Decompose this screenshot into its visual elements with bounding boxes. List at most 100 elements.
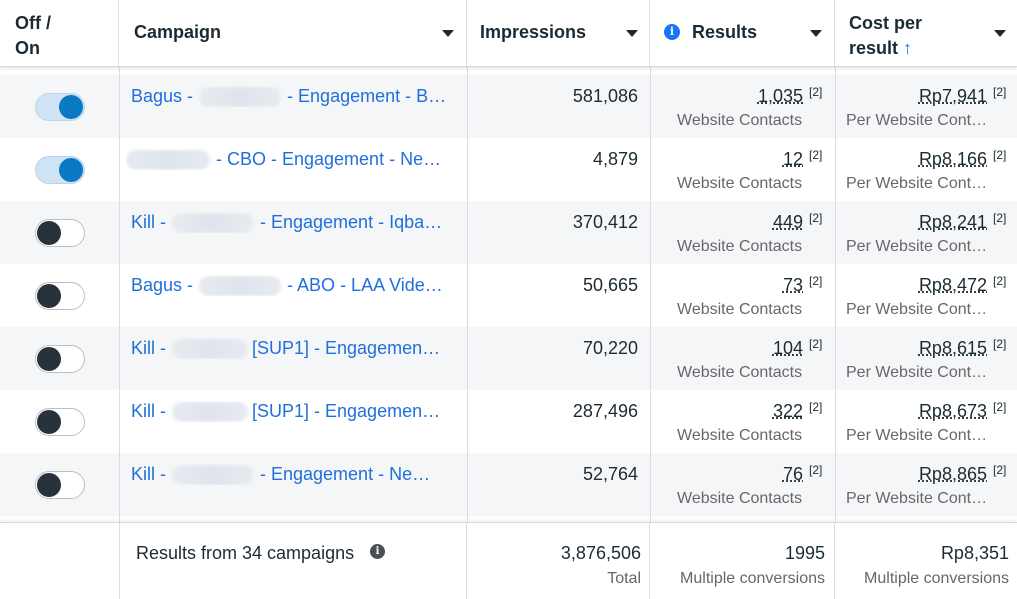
cost-footnote: [2] [993,400,1007,414]
table-row: Kill - [SUP1] - Engagemen… 287,496 322 [2… [0,390,1017,453]
cost-footnote: [2] [993,211,1007,225]
toggle-knob [59,95,83,119]
toggle-knob [37,410,61,434]
sort-ascending-icon[interactable]: ↑ [903,38,913,58]
campaign-name-link[interactable]: - CBO - Engagement - Ne… [126,149,446,171]
campaign-name-link[interactable]: Kill - - Engagement - Ne… [131,464,451,486]
campaign-toggle[interactable] [35,219,85,247]
summary-impressions-value: 3,876,506 [560,543,641,563]
chevron-down-icon[interactable] [810,30,822,37]
results-type-label: Website Contacts [677,490,803,507]
chevron-down-icon[interactable] [442,30,454,37]
results-value[interactable]: 104 [772,338,803,358]
campaign-name-prefix: Kill - [131,338,166,358]
column-header-impressions[interactable]: Impressions [467,0,650,66]
cost-footnote: [2] [993,463,1007,477]
impressions-value: 581,086 [572,86,638,106]
results-footnote: [2] [809,463,823,477]
campaign-toggle[interactable] [35,408,85,436]
toggle-knob [37,221,61,245]
cost-per-result-value[interactable]: Rp8,615 [918,338,987,358]
cost-footnote: [2] [993,85,1007,99]
results-value[interactable]: 322 [772,401,803,421]
results-value[interactable]: 76 [782,464,803,484]
results-value[interactable]: 73 [782,275,803,295]
results-footnote: [2] [809,400,823,414]
impressions-value: 50,665 [582,275,638,295]
toggle-knob [59,158,83,182]
impressions-value: 4,879 [592,149,638,169]
campaign-name-prefix: Kill - [131,212,166,232]
campaign-name-link[interactable]: Bagus - - ABO - LAA Vide… [131,275,451,297]
summary-results-sub: Multiple conversions [680,570,825,587]
table-summary-row: Results from 34 campaigns i 3,876,506 To… [0,522,1017,599]
campaign-toggle[interactable] [35,282,85,310]
cost-type-label: Per Website Cont… [846,301,988,318]
results-value[interactable]: 12 [782,149,803,169]
cost-per-result-value[interactable]: Rp8,865 [918,464,987,484]
impressions-value: 370,412 [572,212,638,232]
summary-cost-value: Rp8,351 [940,543,1009,563]
column-header-results[interactable]: i Results [650,0,835,66]
cost-footnote: [2] [993,274,1007,288]
column-header-cost-per-result[interactable]: Cost per result ↑ [835,0,1017,66]
toggle-column-label: Off / On [15,13,51,58]
results-type-label: Website Contacts [677,301,803,318]
results-footnote: [2] [809,337,823,351]
info-icon[interactable]: i [370,544,385,559]
impressions-value: 287,496 [572,401,638,421]
campaign-name-link[interactable]: Kill - [SUP1] - Engagemen… [131,401,451,423]
summary-toggle-cell [0,523,120,599]
redacted-name [126,150,210,171]
results-type-label: Website Contacts [677,364,803,381]
results-value[interactable]: 1,035 [757,86,803,106]
campaign-toggle[interactable] [35,93,85,121]
campaign-toggle[interactable] [35,156,85,184]
table-row: Bagus - - Engagement - B… 581,086 1,035 [… [0,75,1017,138]
cost-per-result-value[interactable]: Rp8,472 [918,275,987,295]
campaign-name-prefix: Kill - [131,401,166,421]
cost-per-result-value[interactable]: Rp8,241 [918,212,987,232]
redacted-name [172,213,254,234]
impressions-column-label: Impressions [480,22,587,42]
chevron-down-icon[interactable] [994,30,1006,37]
column-header-toggle: Off / On [0,0,119,66]
campaign-toggle[interactable] [35,471,85,499]
campaign-toggle[interactable] [35,345,85,373]
info-icon[interactable]: i [664,24,680,40]
summary-cost-sub: Multiple conversions [864,570,1009,587]
results-footnote: [2] [809,148,823,162]
cost-footnote: [2] [993,337,1007,351]
summary-impressions-sub: Total [607,570,641,587]
impressions-value: 52,764 [582,464,638,484]
campaign-name-suffix: [SUP1] - Engagemen… [252,401,441,421]
campaign-name-link[interactable]: Bagus - - Engagement - B… [131,86,451,108]
campaign-name-prefix: Bagus - [131,275,194,295]
redacted-name [172,402,248,423]
cost-per-result-value[interactable]: Rp8,166 [918,149,987,169]
redacted-name [172,339,248,360]
cost-type-label: Per Website Cont… [846,238,988,255]
cost-per-result-column-label: Cost per result ↑ [849,11,959,61]
campaign-name-suffix: - CBO - Engagement - Ne… [216,149,442,169]
results-footnote: [2] [809,274,823,288]
campaign-name-link[interactable]: Kill - [SUP1] - Engagemen… [131,338,451,360]
results-type-label: Website Contacts [677,238,803,255]
campaign-column-label: Campaign [134,22,222,42]
redacted-name [172,465,254,486]
chevron-down-icon[interactable] [626,30,638,37]
redacted-name [199,276,282,297]
results-value[interactable]: 449 [772,212,803,232]
summary-results-cell: 1995 Multiple conversions [650,523,835,599]
results-footnote: [2] [809,85,823,99]
table-row: Kill - - Engagement - Iqba… 370,412 449 [… [0,201,1017,264]
column-header-campaign[interactable]: Campaign [119,0,467,66]
cost-per-result-value[interactable]: Rp8,673 [918,401,987,421]
results-type-label: Website Contacts [677,427,803,444]
summary-label: Results from 34 campaigns [136,543,355,563]
campaign-name-prefix: Bagus - [131,86,194,106]
cost-per-result-value[interactable]: Rp7,941 [918,86,987,106]
campaign-name-link[interactable]: Kill - - Engagement - Iqba… [131,212,451,234]
results-type-label: Website Contacts [677,175,803,192]
